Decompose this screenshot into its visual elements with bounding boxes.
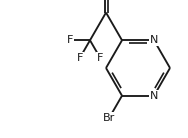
Text: Br: Br: [103, 113, 115, 123]
Text: F: F: [67, 35, 73, 45]
Text: N: N: [150, 91, 158, 101]
Text: N: N: [150, 35, 158, 45]
Text: F: F: [77, 53, 83, 63]
Text: F: F: [97, 53, 103, 63]
